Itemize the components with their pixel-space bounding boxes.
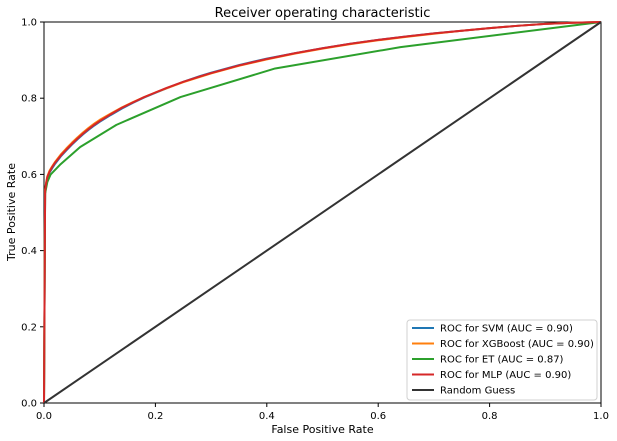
x-tick-label: 1.0 xyxy=(593,411,609,422)
x-tick-label: 0.8 xyxy=(482,411,498,422)
series-line-5 xyxy=(43,21,602,404)
y-tick-label: 0.0 xyxy=(21,399,37,410)
x-tick-label: 0.2 xyxy=(147,411,163,422)
legend-box xyxy=(406,319,598,401)
legend-label-4: ROC for MLP (AUC = 0.90) xyxy=(440,370,571,381)
y-tick-label: 1.0 xyxy=(21,18,37,29)
legend-label-3: ROC for ET (AUC = 0.87) xyxy=(440,355,564,366)
legend-label-1: ROC for SVM (AUC = 0.90) xyxy=(440,324,573,335)
x-axis-label: False Positive Rate xyxy=(271,423,373,436)
series-line-4 xyxy=(43,21,602,404)
y-tick-label: 0.2 xyxy=(21,322,37,333)
legend: ROC for SVM (AUC = 0.90) ROC for XGBoost … xyxy=(406,319,598,401)
x-tick-label: 0.0 xyxy=(36,411,52,422)
legend-label-5: Random Guess xyxy=(440,386,515,397)
y-axis-label: True Positive Rate xyxy=(5,163,18,262)
legend-label-2: ROC for XGBoost (AUC = 0.90) xyxy=(440,339,594,350)
x-tick-label: 0.4 xyxy=(259,411,275,422)
y-tick-label: 0.6 xyxy=(21,170,37,181)
series-layer xyxy=(43,21,602,404)
chart-title: Receiver operating characteristic xyxy=(215,6,431,21)
y-tick-label: 0.4 xyxy=(21,246,37,257)
y-tick-label: 0.8 xyxy=(21,94,37,105)
x-tick-label: 0.6 xyxy=(370,411,386,422)
